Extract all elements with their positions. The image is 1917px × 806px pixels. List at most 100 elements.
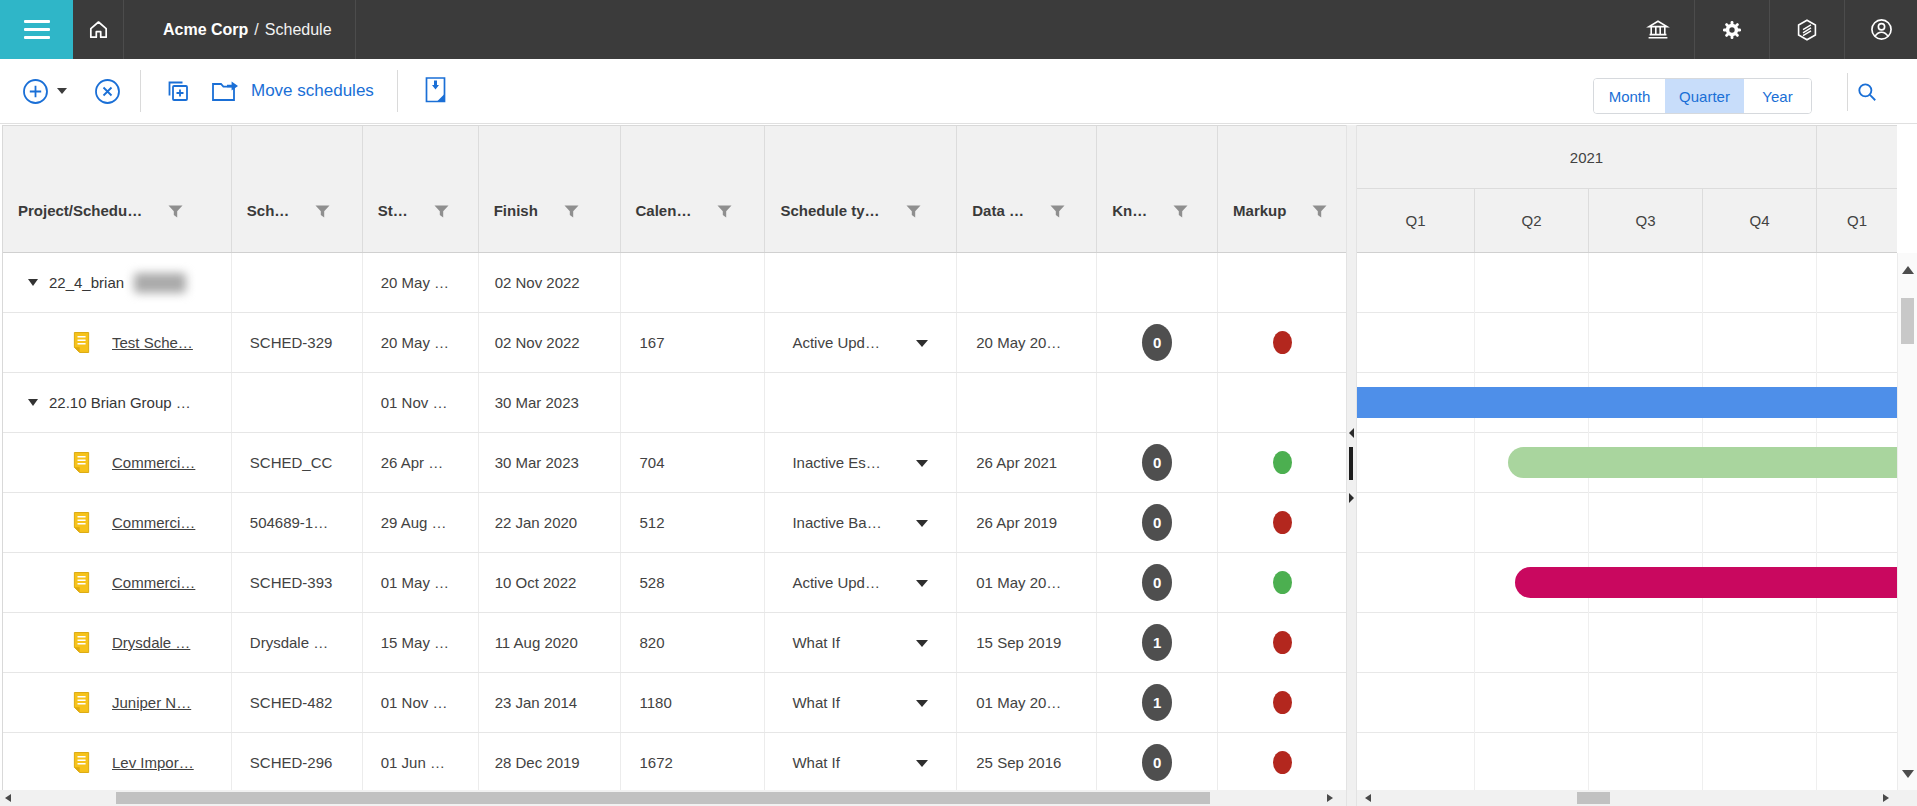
schedule-name-link[interactable]: Juniper N… xyxy=(112,694,191,711)
dropdown-caret-icon[interactable] xyxy=(916,700,928,707)
column-label: Data … xyxy=(972,202,1024,219)
view-month-button[interactable]: Month xyxy=(1594,79,1665,113)
cell-sched-id: 504689-1… xyxy=(232,493,363,552)
table-horizontal-scrollbar[interactable] xyxy=(0,790,1346,806)
gantt-bar-magenta[interactable] xyxy=(1515,567,1897,598)
column-header-markup[interactable]: Markup xyxy=(1218,126,1346,252)
account-button[interactable] xyxy=(1858,0,1904,59)
column-header-calendar[interactable]: Calen… xyxy=(621,126,766,252)
scroll-right-icon[interactable] xyxy=(1327,794,1333,802)
filter-funnel-icon[interactable] xyxy=(906,205,921,218)
scroll-up-icon[interactable] xyxy=(1902,266,1914,274)
schedule-name-link[interactable]: Lev Impor… xyxy=(112,754,194,771)
schedule-type-dropdown[interactable]: Active Upd… xyxy=(765,313,957,372)
schedule-type-dropdown[interactable]: What If xyxy=(765,613,957,672)
cell-name: 22_4_brian xyxy=(3,253,232,312)
dropdown-caret-icon[interactable] xyxy=(916,640,928,647)
dropdown-caret-icon[interactable] xyxy=(916,760,928,767)
move-schedules-button[interactable]: Move schedules xyxy=(211,73,374,109)
scroll-left-icon[interactable] xyxy=(5,794,11,802)
cell-calendar: 528 xyxy=(621,553,766,612)
filter-funnel-icon[interactable] xyxy=(1173,205,1188,218)
splitter-handle[interactable] xyxy=(1349,447,1353,480)
cell-name: Drysdale … xyxy=(3,613,232,672)
schedule-type-dropdown[interactable]: What If xyxy=(765,673,957,732)
cell-finish: 02 Nov 2022 xyxy=(479,313,621,372)
schedule-name-link[interactable]: Drysdale … xyxy=(112,634,190,651)
dropdown-caret-icon[interactable] xyxy=(916,460,928,467)
schedule-type-dropdown[interactable]: Inactive Ba… xyxy=(765,493,957,552)
dropdown-caret-icon[interactable] xyxy=(916,520,928,527)
scroll-down-icon[interactable] xyxy=(1902,770,1914,778)
splitter-collapse-left-icon[interactable] xyxy=(1349,428,1354,438)
known-issues-badge: 0 xyxy=(1142,324,1172,361)
collapse-group-icon[interactable] xyxy=(28,279,38,286)
schedule-row[interactable]: Commerci…504689-1…29 Aug …22 Jan 2020512… xyxy=(3,493,1346,553)
column-header-finish[interactable]: Finish xyxy=(479,126,621,252)
duplicate-schedule-button[interactable] xyxy=(165,78,191,104)
cell-markup xyxy=(1218,373,1346,432)
schedule-name-link[interactable]: Commerci… xyxy=(112,574,195,591)
splitter-expand-right-icon[interactable] xyxy=(1349,493,1354,503)
schedule-type-dropdown[interactable]: Active Upd… xyxy=(765,553,957,612)
add-schedule-button[interactable] xyxy=(22,78,49,105)
gantt-vertical-scrollbar[interactable] xyxy=(1897,253,1917,790)
collapse-group-icon[interactable] xyxy=(28,399,38,406)
app-window: Acme Corp / Schedule xyxy=(0,0,1917,806)
table-scroll-thumb[interactable] xyxy=(116,792,1210,804)
column-header-schedule-type[interactable]: Schedule ty… xyxy=(765,126,957,252)
column-header-sched-id[interactable]: Sch… xyxy=(232,126,363,252)
dropdown-caret-icon[interactable] xyxy=(916,340,928,347)
remove-schedule-button[interactable] xyxy=(94,78,121,105)
filter-funnel-icon[interactable] xyxy=(1312,205,1327,218)
organization-button[interactable] xyxy=(1635,0,1681,59)
search-button[interactable] xyxy=(1856,81,1878,103)
schedule-type-dropdown[interactable]: Inactive Es… xyxy=(765,433,957,492)
schedule-row[interactable]: Test Sche…SCHED-32920 May …02 Nov 202216… xyxy=(3,313,1346,373)
gantt-horizontal-scrollbar[interactable] xyxy=(1357,790,1897,806)
column-header-start[interactable]: St… xyxy=(363,126,479,252)
schedule-row[interactable]: Commerci…SCHED_CC26 Apr …30 Mar 2023704I… xyxy=(3,433,1346,493)
schedule-name-link[interactable]: Commerci… xyxy=(112,514,195,531)
add-dropdown-caret-icon[interactable] xyxy=(57,88,67,94)
dropdown-caret-icon[interactable] xyxy=(916,580,928,587)
gantt-scroll-thumb[interactable] xyxy=(1577,792,1610,804)
home-button[interactable] xyxy=(73,0,123,59)
toolbar-divider xyxy=(1847,73,1848,111)
schedule-type-dropdown[interactable]: What If xyxy=(765,733,957,790)
column-header-known-issues[interactable]: Kn… xyxy=(1097,126,1218,252)
view-quarter-button[interactable]: Quarter xyxy=(1665,79,1744,113)
panel-splitter[interactable] xyxy=(1346,125,1357,806)
group-row[interactable]: 22.10 Brian Group …01 Nov …30 Mar 2023 xyxy=(3,373,1346,433)
cell-finish: 28 Dec 2019 xyxy=(479,733,621,790)
filter-funnel-icon[interactable] xyxy=(315,205,330,218)
cell-value: SCHED-296 xyxy=(250,754,333,771)
cell-name: Commerci… xyxy=(3,553,232,612)
filter-funnel-icon[interactable] xyxy=(1050,205,1065,218)
schedule-row[interactable]: Commerci…SCHED-39301 May …10 Oct 2022528… xyxy=(3,553,1346,613)
schedule-name-link[interactable]: Commerci… xyxy=(112,454,195,471)
table-body: 22_4_brian20 May …02 Nov 2022Test Sche…S… xyxy=(3,253,1346,790)
menu-button[interactable] xyxy=(0,0,73,59)
filter-funnel-icon[interactable] xyxy=(717,205,732,218)
schedule-name-link[interactable]: Test Sche… xyxy=(112,334,193,351)
filter-funnel-icon[interactable] xyxy=(434,205,449,218)
view-year-button[interactable]: Year xyxy=(1744,79,1811,113)
import-button[interactable] xyxy=(424,76,447,104)
settings-button[interactable] xyxy=(1709,0,1755,59)
gantt-bar-blue[interactable] xyxy=(1357,387,1897,418)
scroll-right-icon[interactable] xyxy=(1883,794,1889,802)
group-row[interactable]: 22_4_brian20 May …02 Nov 2022 xyxy=(3,253,1346,313)
schedule-row[interactable]: Lev Impor…SCHED-29601 Jun …28 Dec 201916… xyxy=(3,733,1346,790)
column-header-name[interactable]: Project/Schedu… xyxy=(3,126,232,252)
cell-finish: 30 Mar 2023 xyxy=(479,373,621,432)
vertical-scroll-thumb[interactable] xyxy=(1901,298,1914,344)
scroll-left-icon[interactable] xyxy=(1365,794,1371,802)
filter-funnel-icon[interactable] xyxy=(168,205,183,218)
schedule-row[interactable]: Drysdale …Drysdale …15 May …11 Aug 20208… xyxy=(3,613,1346,673)
filter-funnel-icon[interactable] xyxy=(564,205,579,218)
gantt-bar-green[interactable] xyxy=(1508,447,1897,478)
apps-button[interactable] xyxy=(1784,0,1830,59)
column-header-data-date[interactable]: Data … xyxy=(957,126,1097,252)
schedule-row[interactable]: Juniper N…SCHED-48201 Nov …23 Jan 201411… xyxy=(3,673,1346,733)
